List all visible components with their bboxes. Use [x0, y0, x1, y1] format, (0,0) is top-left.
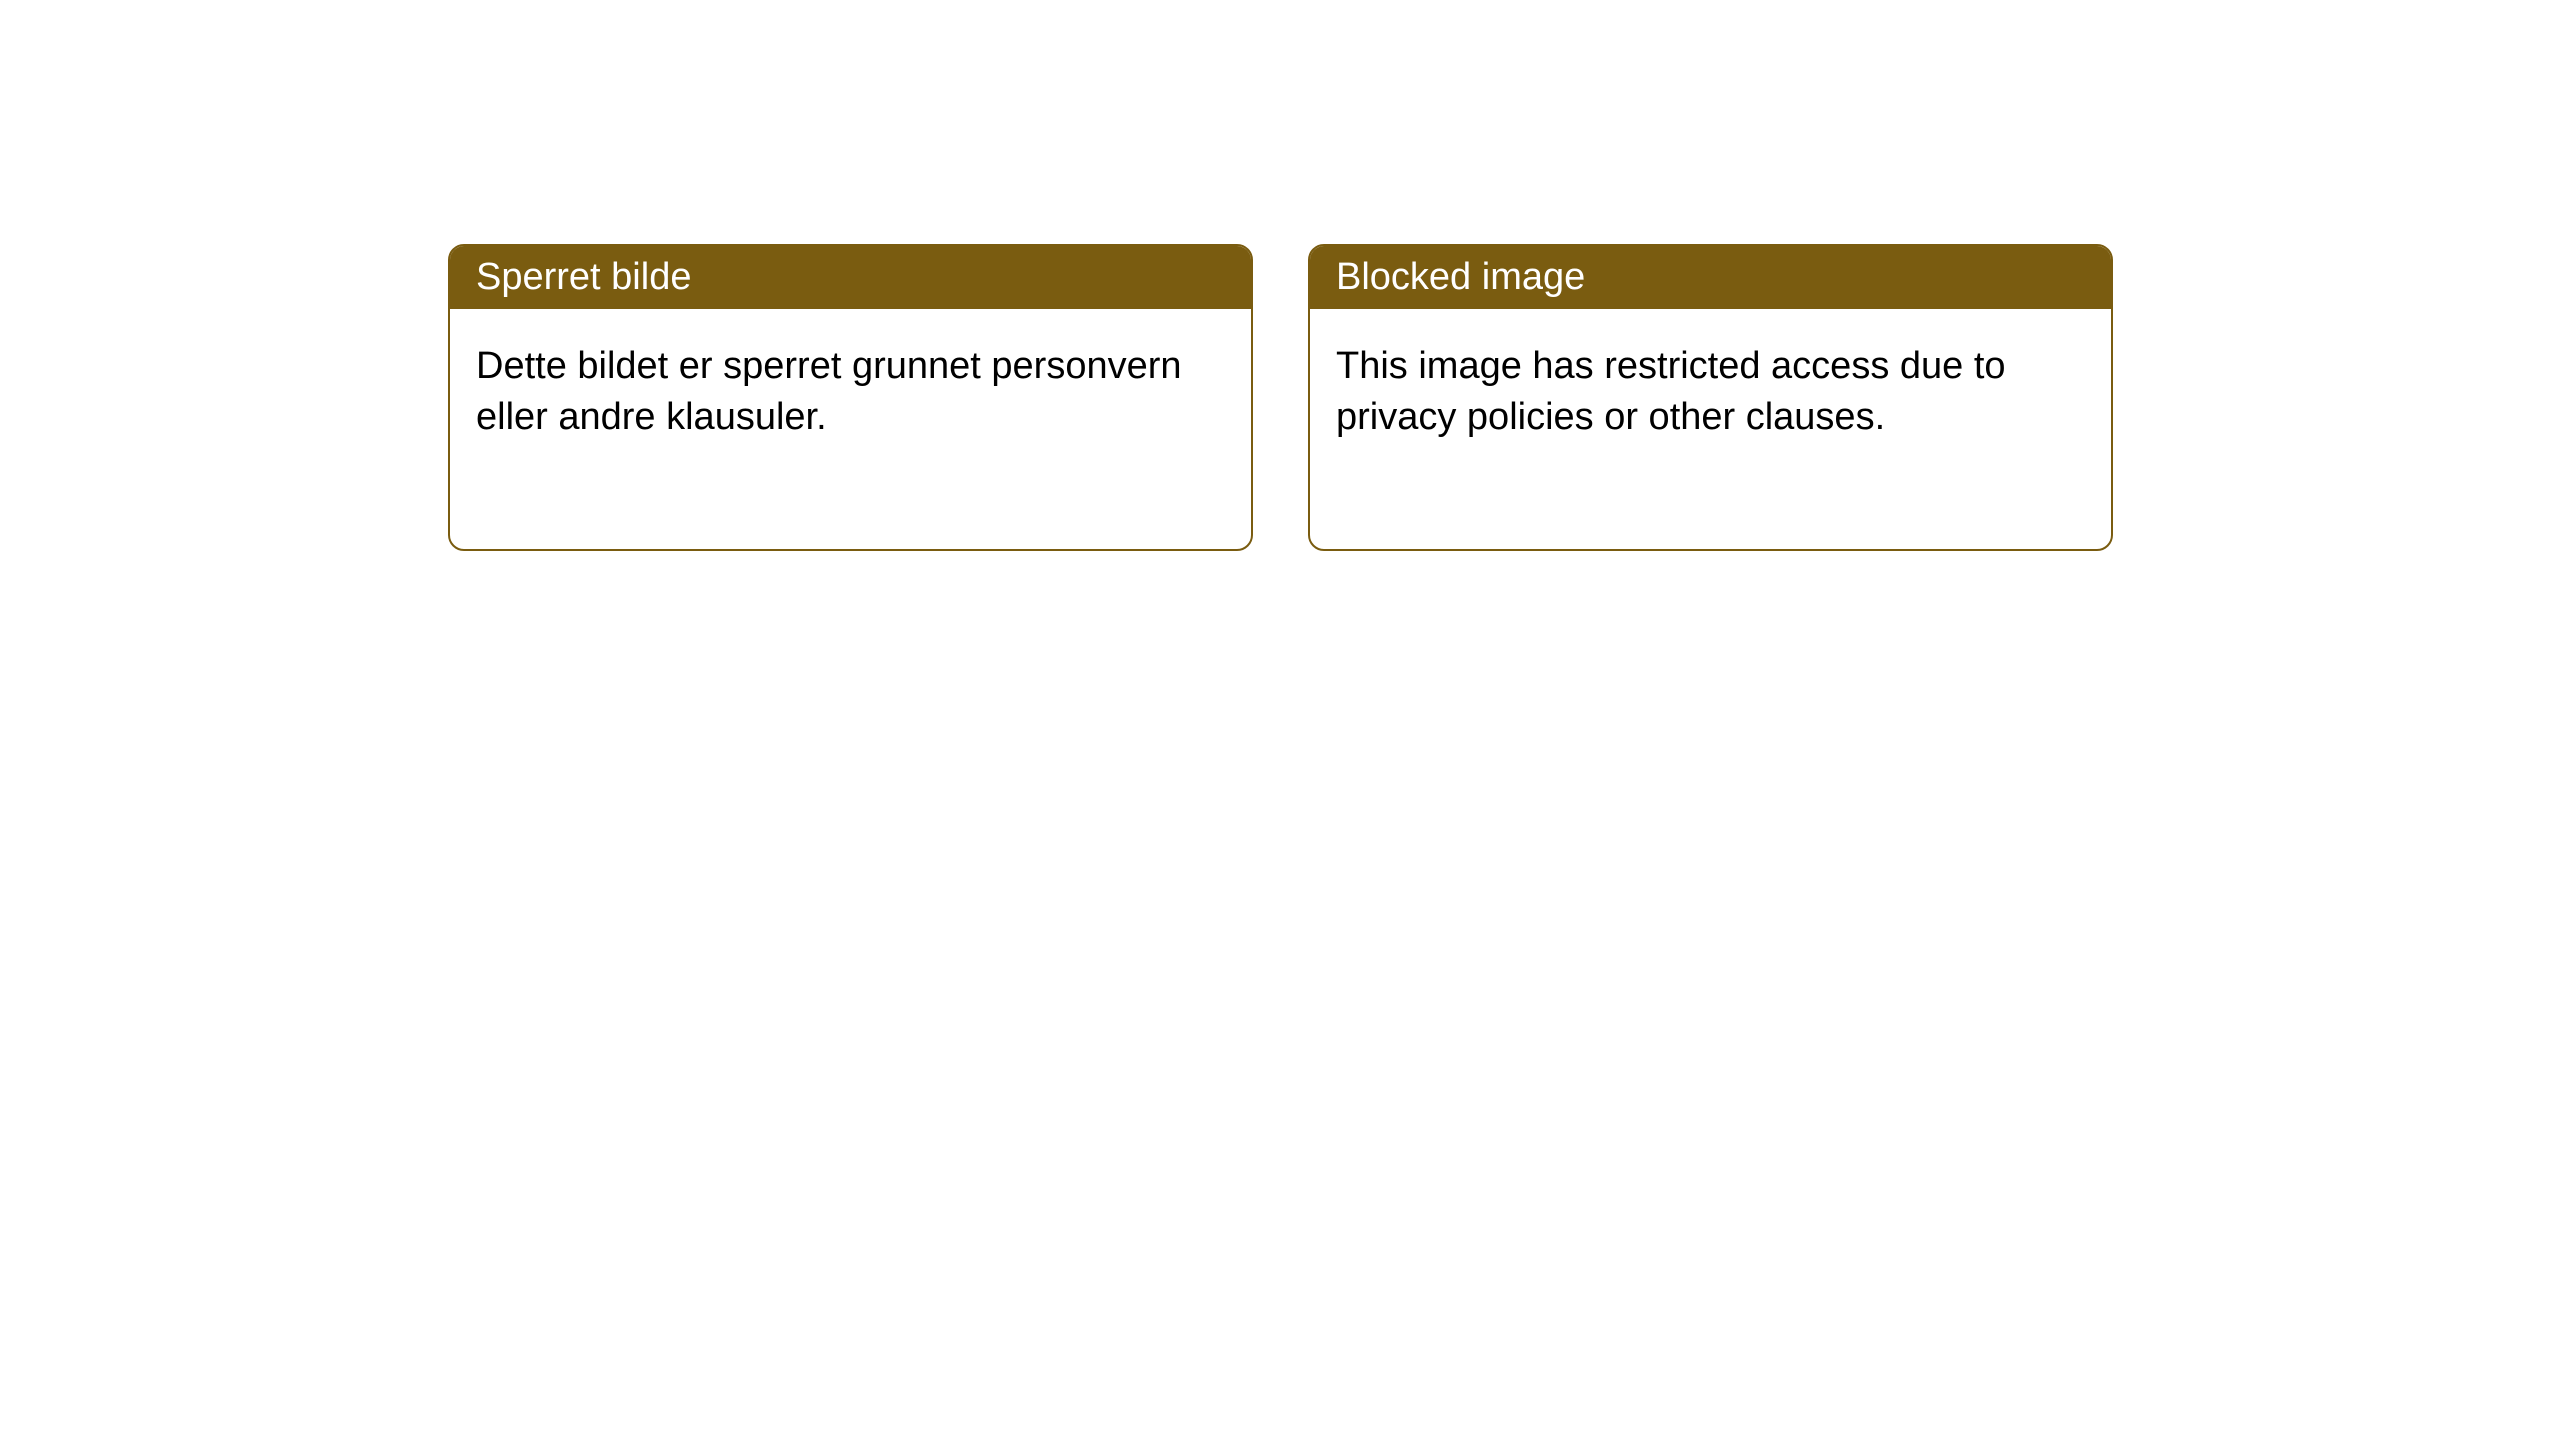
notice-body-text: Dette bildet er sperret grunnet personve… [476, 345, 1182, 438]
notice-card-english: Blocked image This image has restricted … [1308, 244, 2113, 551]
notice-body: This image has restricted access due to … [1310, 309, 2111, 549]
notice-header: Sperret bilde [450, 246, 1251, 309]
notice-title: Blocked image [1336, 256, 1585, 298]
notice-header: Blocked image [1310, 246, 2111, 309]
notice-body-text: This image has restricted access due to … [1336, 345, 2006, 438]
notice-body: Dette bildet er sperret grunnet personve… [450, 309, 1251, 549]
notice-card-norwegian: Sperret bilde Dette bildet er sperret gr… [448, 244, 1253, 551]
notice-container: Sperret bilde Dette bildet er sperret gr… [448, 244, 2113, 551]
notice-title: Sperret bilde [476, 256, 691, 298]
